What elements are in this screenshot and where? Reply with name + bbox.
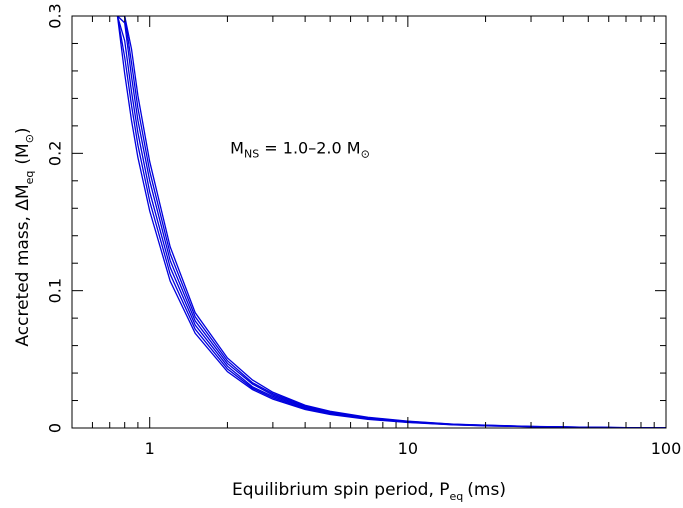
annotation-prefix: M <box>230 138 244 157</box>
series-line-6 <box>117 16 666 428</box>
plot-frame <box>71 15 667 429</box>
axis-ticks <box>71 15 667 429</box>
series-line-2 <box>116 16 666 428</box>
y-axis-label-sub: eq <box>23 171 36 185</box>
y-axis-label-unit-open: (M <box>13 143 33 164</box>
x-axis-label-sub: eq <box>450 490 464 503</box>
series-line-4 <box>117 16 666 428</box>
series-lines <box>116 16 666 428</box>
annotation-sub: NS <box>244 147 259 160</box>
y-axis-label-main: Accreted mass, ΔM <box>13 184 33 346</box>
tick-labels: 1 10 100 0 0.1 0.2 0.3 <box>46 3 682 458</box>
y-tick-label: 0.1 <box>46 278 65 303</box>
x-axis-label-unit: (ms) <box>467 480 506 500</box>
x-tick-label: 10 <box>398 439 418 458</box>
annotation-text: = 1.0–2.0 M <box>259 138 360 157</box>
y-axis-label: Accreted mass, ΔMeq (M⊙) <box>13 127 36 346</box>
x-tick-label: 1 <box>145 439 155 458</box>
x-tick-label: 100 <box>651 439 682 458</box>
y-tick-label: 0 <box>46 423 65 433</box>
mass-range-annotation: MNS = 1.0–2.0 M⊙ <box>230 138 370 160</box>
series-line-1 <box>116 16 666 428</box>
y-tick-label: 0.2 <box>46 141 65 166</box>
y-tick-label: 0.3 <box>46 3 65 28</box>
series-line-3 <box>116 16 666 428</box>
x-axis-label-main: Equilibrium spin period, P <box>232 480 449 500</box>
annotation-sun-symbol-icon: ⊙ <box>361 147 370 160</box>
x-axis-label: Equilibrium spin period, Peq (ms) <box>232 480 506 503</box>
sun-symbol-icon: ⊙ <box>23 134 36 143</box>
y-axis-label-unit-close: ) <box>13 127 33 134</box>
series-line-5 <box>117 16 666 428</box>
